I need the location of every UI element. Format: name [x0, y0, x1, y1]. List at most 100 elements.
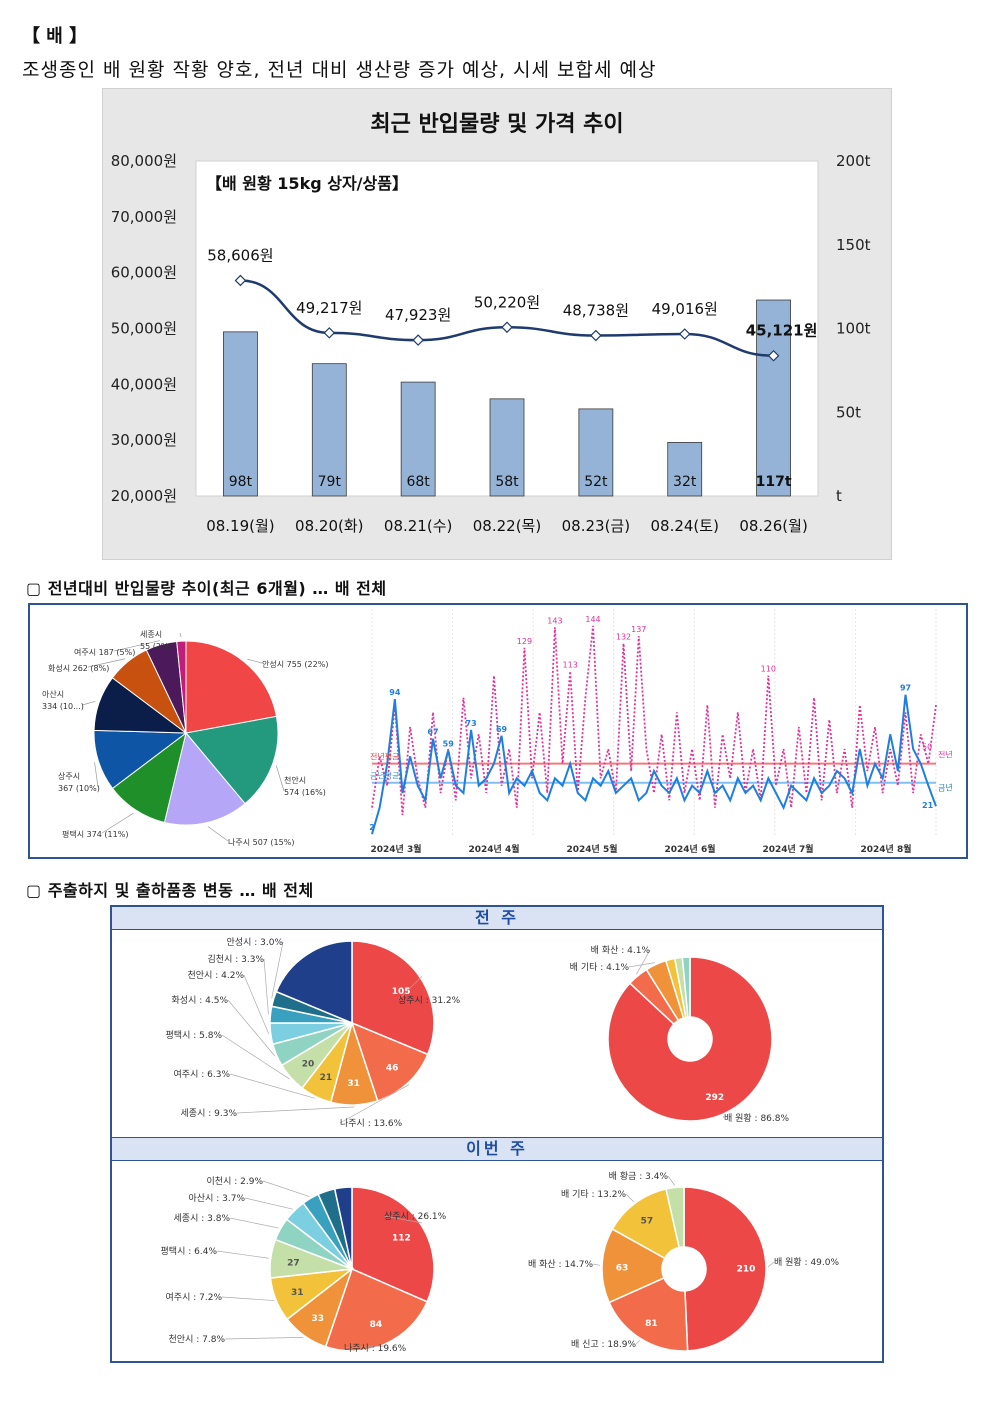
bar-label: 79t — [318, 474, 342, 490]
donut-leader — [263, 958, 269, 1015]
donut-slice — [681, 956, 691, 1018]
slice-label: 배 기타 : 13.2% — [561, 1189, 626, 1200]
slice-label: 세종시 : 3.8% — [174, 1213, 231, 1224]
price-marker — [501, 321, 513, 334]
price-label: 49,217원 — [296, 299, 362, 317]
pie-leader — [207, 826, 229, 842]
donut-leader — [339, 1084, 410, 1124]
pie-label: 574 (16%) — [284, 788, 326, 797]
price-label: 58,606원 — [207, 246, 273, 264]
donut-slice — [333, 1186, 353, 1270]
cur-year-line — [371, 694, 937, 835]
price-volume-chart: 최근 반입물량 및 가격 추이 【배 원황 15kg 상자/상품】 80,000원 7… — [102, 88, 892, 560]
slice-label: 상주시 : 31.2% — [398, 995, 461, 1006]
slice-value: 210 — [737, 1265, 756, 1275]
pie-leader — [113, 640, 161, 652]
pie-leader — [81, 700, 96, 706]
slice-value: 31 — [291, 1288, 304, 1298]
donut-slice — [351, 1186, 435, 1303]
donut-leader — [221, 1296, 275, 1301]
pie-label: 천안시 — [284, 775, 306, 785]
price-label: 47,923원 — [385, 306, 451, 324]
x-tick: 2024년 3월 — [370, 843, 421, 855]
volume-bar — [311, 363, 347, 497]
x-tick: 08.21(수) — [384, 517, 452, 535]
bar-label: 52t — [584, 474, 608, 490]
slice-value: 33 — [311, 1314, 324, 1324]
price-marker — [323, 327, 336, 339]
peak-label: 69 — [496, 725, 508, 734]
pie-label: 세종시 — [140, 630, 162, 639]
slice-value: 292 — [705, 1093, 724, 1103]
donut-leader — [229, 1073, 315, 1099]
donut-slice — [611, 1188, 681, 1260]
slice-value: 57 — [641, 1216, 654, 1226]
slice-label: 배 원황 : 86.8% — [724, 1113, 789, 1124]
slice-value: 63 — [616, 1263, 629, 1273]
origin-heading: ▢ 주출하지 및 출하품종 변동 … 배 전체 — [26, 881, 314, 900]
slice-label: 여주시 : 6.3% — [174, 1068, 231, 1080]
slice-label: 평택시 : 5.8% — [166, 1030, 223, 1041]
slice-value: 20 — [302, 1059, 315, 1069]
right-tick: 100t — [836, 320, 871, 338]
donut-leader — [224, 1337, 304, 1340]
left-tick: 50,000원 — [111, 320, 177, 338]
x-tick: 2024년 8월 — [860, 843, 911, 855]
peak-label: 144 — [585, 615, 600, 624]
left-tick: 70,000원 — [111, 208, 177, 226]
bar-label: 117t — [756, 474, 792, 490]
x-tick: 2024년 4월 — [468, 843, 519, 855]
peak-label: 143 — [547, 616, 562, 625]
peak-label: 59 — [443, 739, 455, 748]
donut-leader — [767, 1261, 775, 1268]
slice-value: 105 — [392, 987, 411, 997]
peak-label: 67 — [427, 728, 438, 737]
pie-label: 나주시 507 (15%) — [228, 838, 294, 847]
slice-value: 84 — [370, 1320, 383, 1330]
x-tick: 2024년 7월 — [762, 843, 813, 855]
price-volume-svg: 최근 반입물량 및 가격 추이 【배 원황 15kg 상자/상품】 80,000원 7… — [111, 112, 871, 535]
left-tick: 80,000원 — [111, 152, 177, 170]
pie-leader — [101, 812, 134, 834]
yoy-heading: ▢ 전년대비 반입물량 추이(최근 6개월) … 배 전체 — [26, 579, 387, 598]
slice-label: 평택시 : 6.4% — [161, 1246, 218, 1257]
pie-label: 367 (10%) — [58, 784, 100, 793]
slice-label: 이천시 : 2.9% — [207, 1176, 264, 1187]
slice-label: 배 화산 : 4.1% — [591, 945, 651, 956]
band-this-week: 이번 주 — [112, 1137, 882, 1161]
summary-text: 조생종인 배 원황 작황 양호, 전년 대비 생산량 증가 예상, 시세 보합세… — [22, 59, 657, 81]
left-tick: 30,000원 — [111, 431, 177, 449]
pie-leader — [87, 658, 126, 668]
bar-label: 98t — [229, 474, 253, 490]
slice-label: 나주시 : 13.6% — [340, 1118, 403, 1129]
slice-label: 배 기타 : 4.1% — [570, 962, 630, 973]
left-tick: 40,000원 — [111, 375, 177, 393]
slice-label: 배 원황 : 49.0% — [774, 1257, 839, 1268]
slice-label: 여주시 : 7.2% — [166, 1291, 223, 1303]
volume-bar — [667, 441, 703, 497]
end-value-label: 50 — [922, 743, 932, 752]
pie-leader — [179, 632, 182, 638]
slice-label: 안성시 : 3.0% — [227, 937, 284, 948]
section-tag: 【 배 】 — [22, 26, 88, 47]
left-tick: 20,000원 — [111, 487, 177, 505]
donut-slice — [351, 940, 435, 1056]
slice-value: 81 — [645, 1319, 658, 1329]
price-marker — [767, 349, 780, 362]
donut-leader — [236, 1106, 355, 1114]
left-tick: 60,000원 — [111, 264, 177, 282]
donut-leader — [625, 1193, 634, 1202]
price-label: 48,738원 — [563, 302, 629, 320]
donut-leader — [221, 1034, 290, 1080]
slice-label: 아산시 : 3.7% — [189, 1193, 246, 1204]
volume-bar — [756, 299, 791, 497]
donut-leader — [227, 999, 275, 1057]
slice-label: 나주시 : 19.6% — [344, 1343, 407, 1354]
peak-label: 113 — [563, 660, 578, 669]
bar-label: 32t — [673, 474, 697, 490]
bar-label: 68t — [406, 474, 430, 490]
donut-leader — [243, 974, 270, 1035]
peak-label: 137 — [631, 625, 646, 634]
origin-variety-panel: 전 주 이번 주 105 상주시 : 31.2% 46 나주시 : 13.6% 31 세종… — [110, 905, 884, 1363]
donut-leader — [636, 949, 651, 975]
